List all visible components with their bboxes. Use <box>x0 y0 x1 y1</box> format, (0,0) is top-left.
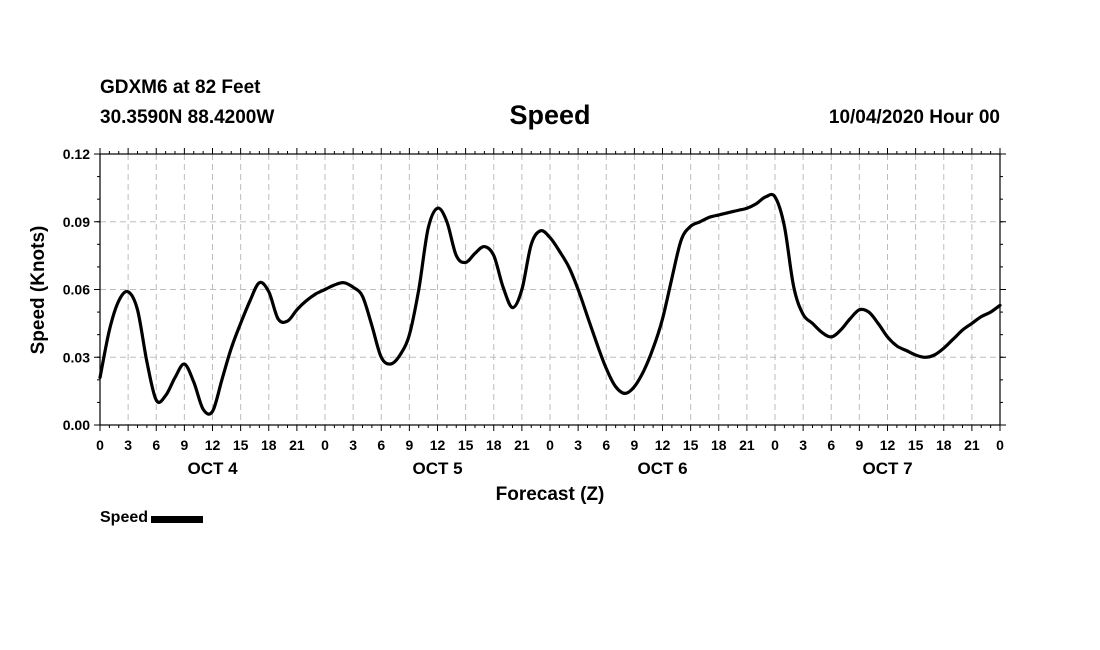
x-tick-label: 18 <box>711 437 727 453</box>
x-tick-label: 15 <box>458 437 474 453</box>
x-tick-label: 12 <box>880 437 896 453</box>
y-tick-label: 0.09 <box>63 214 90 230</box>
y-tick-label: 0.03 <box>63 349 90 365</box>
x-tick-label: 15 <box>683 437 699 453</box>
x-tick-label: 21 <box>964 437 980 453</box>
run-time-label: 10/04/2020 Hour 00 <box>828 107 1000 128</box>
x-tick-label: 0 <box>96 437 104 453</box>
x-tick-label: 9 <box>630 437 638 453</box>
x-tick-label: 18 <box>936 437 952 453</box>
grid-lines <box>100 154 1000 425</box>
day-label: OCT 6 <box>637 459 687 478</box>
coordinates-label: 30.3590N 88.4200W <box>100 107 275 128</box>
x-tick-label: 0 <box>321 437 329 453</box>
x-tick-label: 9 <box>405 437 413 453</box>
x-tick-label: 9 <box>855 437 863 453</box>
x-tick-label: 3 <box>574 437 582 453</box>
x-tick-label: 15 <box>233 437 249 453</box>
x-tick-label: 21 <box>514 437 530 453</box>
x-tick-label: 6 <box>827 437 835 453</box>
x-tick-label: 9 <box>180 437 188 453</box>
legend-label: Speed <box>100 509 149 526</box>
x-tick-label: 3 <box>349 437 357 453</box>
x-tick-label: 12 <box>205 437 221 453</box>
x-axis-title: Forecast (Z) <box>496 484 605 505</box>
y-tick-labels: 0.00 0.03 0.06 0.09 0.12 <box>63 146 90 433</box>
x-tick-label: 18 <box>486 437 502 453</box>
station-label: GDXM6 at 82 Feet <box>100 77 261 98</box>
y-tick-label: 0.06 <box>63 282 90 298</box>
x-tick-label: 15 <box>908 437 924 453</box>
chart-title: Speed <box>509 100 591 130</box>
x-tick-label: 0 <box>996 437 1004 453</box>
x-tick-labels: 0 3 6 9 12 15 18 21 0 3 6 9 12 15 18 21 0 3 6 9 12 15 18 21 0 3 6 9… <box>96 437 1004 453</box>
day-label: OCT 5 <box>412 459 462 478</box>
x-tick-label: 21 <box>289 437 305 453</box>
x-tick-label: 12 <box>430 437 446 453</box>
plot-frame <box>99 153 1001 426</box>
y-axis-title: Speed (Knots) <box>28 226 49 355</box>
x-tick-label: 6 <box>602 437 610 453</box>
day-label: OCT 7 <box>862 459 912 478</box>
x-tick-label: 18 <box>261 437 277 453</box>
x-tick-label: 21 <box>739 437 755 453</box>
day-labels: OCT 4 OCT 5 OCT 6 OCT 7 <box>187 459 912 478</box>
x-tick-label: 0 <box>546 437 554 453</box>
y-tick-label: 0.12 <box>63 146 90 162</box>
x-tick-label: 3 <box>799 437 807 453</box>
legend: Speed <box>100 509 204 527</box>
day-label: OCT 4 <box>187 459 238 478</box>
x-tick-label: 3 <box>124 437 132 453</box>
y-tick-label: 0.00 <box>63 417 90 433</box>
legend-swatch <box>151 516 204 523</box>
speed-series-line <box>98 192 1002 416</box>
x-tick-label: 6 <box>152 437 160 453</box>
x-tick-label: 0 <box>771 437 779 453</box>
x-tick-label: 6 <box>377 437 385 453</box>
x-tick-label: 12 <box>655 437 671 453</box>
